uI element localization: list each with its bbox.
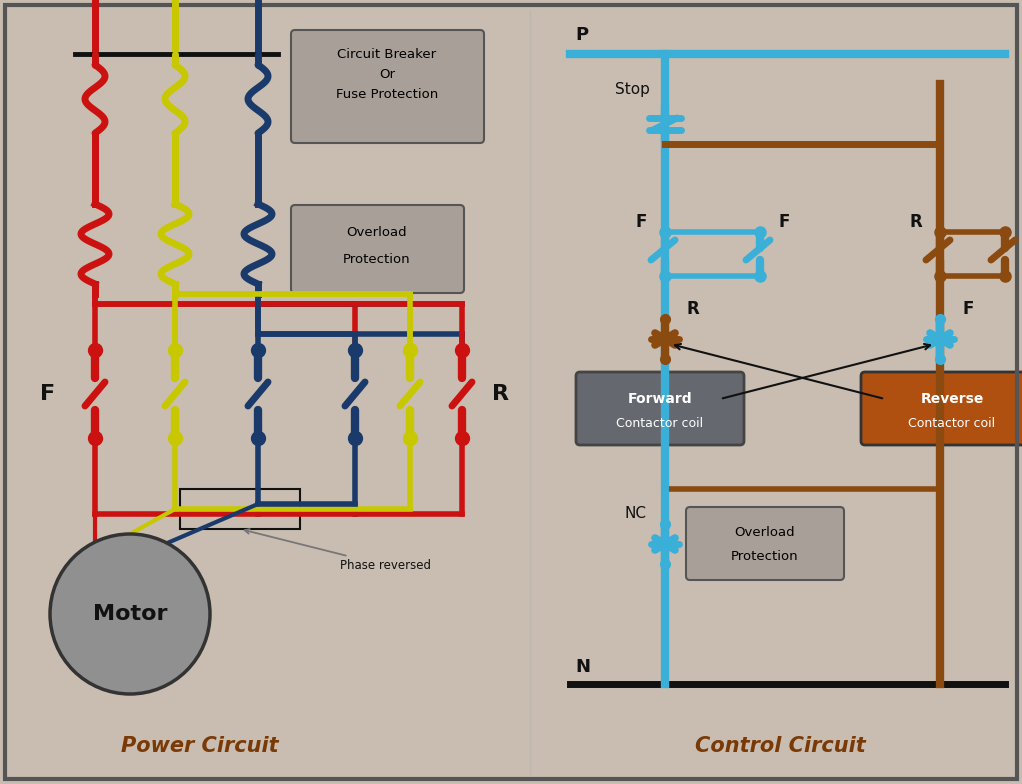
Text: Control Circuit: Control Circuit [695, 736, 866, 756]
Text: N: N [575, 658, 590, 676]
Text: Or: Or [379, 67, 394, 81]
Text: R: R [687, 300, 700, 318]
Text: R: R [492, 384, 509, 404]
Text: Protection: Protection [343, 252, 411, 266]
Text: Power Circuit: Power Circuit [122, 736, 279, 756]
Circle shape [50, 534, 210, 694]
Text: R: R [910, 213, 922, 231]
Text: Overload: Overload [346, 226, 408, 238]
Text: Fuse Protection: Fuse Protection [336, 88, 438, 100]
FancyBboxPatch shape [291, 30, 484, 143]
Text: P: P [575, 26, 588, 44]
Text: Reverse: Reverse [921, 392, 984, 406]
Text: Protection: Protection [731, 550, 799, 562]
Text: F: F [962, 300, 973, 318]
Text: Contactor coil: Contactor coil [909, 416, 995, 430]
Text: Circuit Breaker: Circuit Breaker [337, 48, 436, 60]
Text: Motor: Motor [93, 604, 168, 624]
FancyBboxPatch shape [861, 372, 1022, 445]
Text: Contactor coil: Contactor coil [616, 416, 703, 430]
Text: Forward: Forward [628, 392, 692, 406]
Text: Phase reversed: Phase reversed [244, 529, 431, 572]
Text: Overload: Overload [735, 525, 795, 539]
Bar [180, 489, 300, 529]
FancyBboxPatch shape [686, 507, 844, 580]
Text: F: F [636, 213, 647, 231]
Text: F: F [41, 384, 55, 404]
Text: NC: NC [625, 506, 647, 521]
Text: Stop: Stop [615, 82, 650, 96]
FancyBboxPatch shape [291, 205, 464, 293]
Text: F: F [778, 213, 789, 231]
FancyBboxPatch shape [576, 372, 744, 445]
